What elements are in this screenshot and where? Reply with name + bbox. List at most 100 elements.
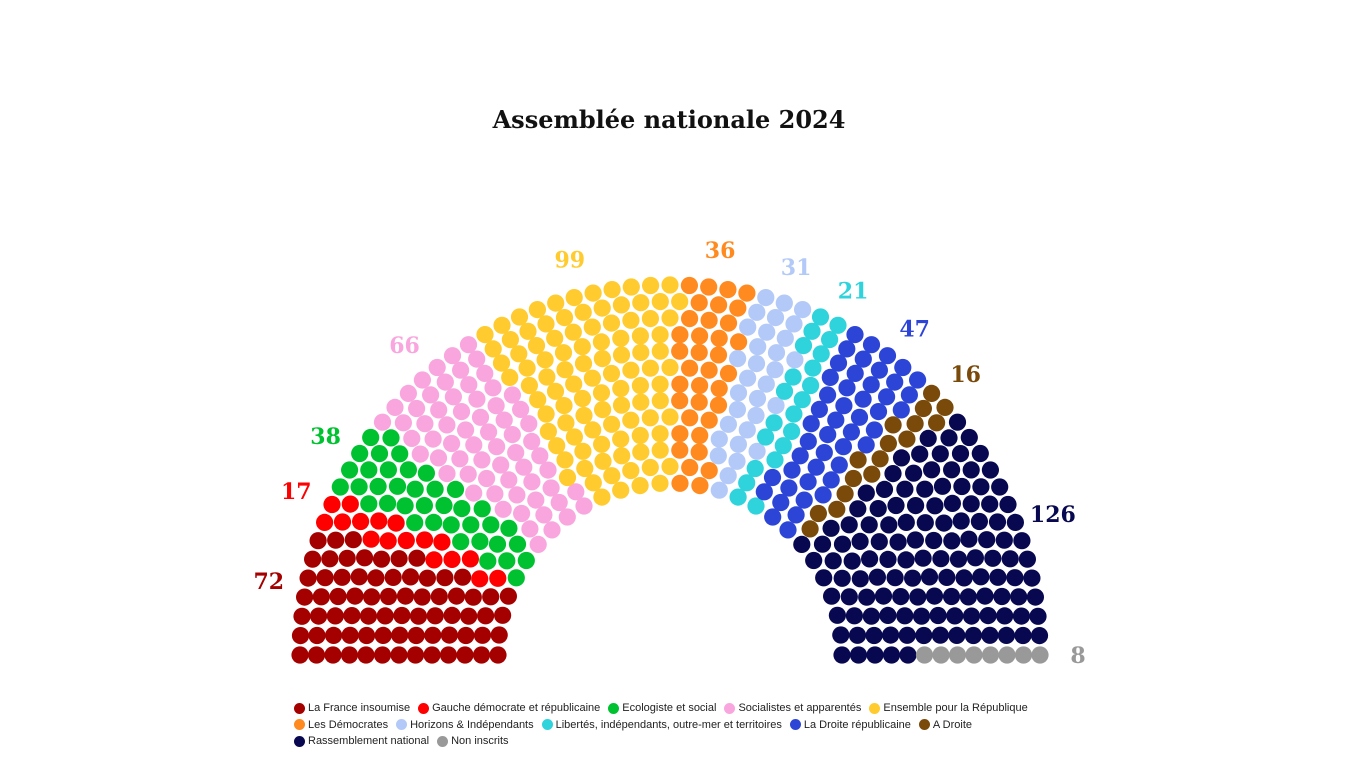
seat-la-droite-republicaine	[846, 364, 864, 382]
seat-socialistes-et-apparentes	[527, 491, 545, 509]
seat-ensemble-pour-la-republique	[622, 278, 640, 296]
seat-rassemblement-national	[882, 646, 901, 664]
seat-libertes-independants-outre-mer-et-territoires	[766, 451, 784, 469]
seat-la-france-insoumise	[456, 646, 474, 664]
seat-la-france-insoumise	[472, 646, 491, 664]
seat-ensemble-pour-la-republique	[602, 314, 621, 332]
seat-rassemblement-national	[976, 587, 994, 605]
seat-rassemblement-national	[833, 569, 851, 587]
seat-les-democrates	[700, 361, 718, 379]
seat-les-democrates	[681, 409, 699, 427]
seat-socialistes-et-apparentes	[468, 350, 486, 368]
seat-ensemble-pour-la-republique	[527, 337, 546, 355]
seat-la-france-insoumise	[407, 626, 425, 645]
seat-rassemblement-national	[849, 500, 867, 518]
seat-rassemblement-national	[962, 461, 980, 479]
seat-libertes-independants-outre-mer-et-territoires	[783, 422, 801, 440]
seat-rassemblement-national	[868, 568, 887, 586]
seat-rassemblement-national	[966, 549, 985, 567]
seat-la-france-insoumise	[447, 587, 466, 605]
seat-rassemblement-national	[870, 533, 888, 551]
legend-label: Gauche démocrate et républicaine	[432, 702, 601, 715]
seat-ensemble-pour-la-republique	[539, 422, 558, 440]
seat-rassemblement-national	[935, 514, 953, 532]
seat-socialistes-et-apparentes	[513, 504, 531, 523]
seat-ensemble-pour-la-republique	[594, 452, 612, 470]
seat-ensemble-pour-la-republique	[584, 284, 602, 302]
seat-rassemblement-national	[960, 530, 978, 548]
seat-la-france-insoumise	[326, 607, 344, 625]
seat-socialistes-et-apparentes	[457, 421, 475, 439]
seat-la-france-insoumise	[309, 532, 327, 550]
seat-les-democrates	[680, 276, 699, 295]
seat-la-france-insoumise	[443, 606, 461, 625]
seat-les-democrates	[719, 364, 738, 383]
seat-les-democrates	[690, 443, 708, 461]
seat-rassemblement-national	[833, 646, 851, 664]
seat-ensemble-pour-la-republique	[555, 309, 574, 327]
legend-swatch	[437, 735, 449, 747]
seat-ensemble-pour-la-republique	[651, 293, 669, 311]
seat-rassemblement-national	[997, 626, 1016, 645]
seat-ensemble-pour-la-republique	[622, 361, 640, 379]
seat-horizons-independants	[757, 375, 775, 393]
seat-la-france-insoumise	[372, 550, 391, 568]
seat-ensemble-pour-la-republique	[631, 377, 650, 395]
seat-ensemble-pour-la-republique	[538, 368, 556, 386]
seat-la-france-insoumise	[477, 607, 495, 625]
seat-ensemble-pour-la-republique	[661, 408, 679, 426]
seat-ensemble-pour-la-republique	[661, 457, 679, 476]
seat-libertes-independants-outre-mer-et-territoires	[829, 316, 847, 334]
seat-la-droite-republicaine	[783, 461, 801, 479]
seat-la-droite-republicaine	[780, 479, 798, 497]
seat-les-democrates	[681, 359, 699, 377]
seat-gauche-democrate-et-republicaine	[379, 532, 397, 550]
seat-rassemblement-national	[840, 588, 858, 606]
seat-socialistes-et-apparentes	[424, 430, 442, 448]
seat-socialistes-et-apparentes	[443, 347, 462, 365]
seat-les-democrates	[719, 281, 737, 299]
seat-rassemblement-national	[815, 569, 833, 587]
seat-rassemblement-national	[884, 465, 902, 483]
seat-la-droite-republicaine	[869, 403, 888, 421]
seat-la-france-insoumise	[436, 569, 454, 587]
legend-item: Gauche démocrate et républicaine	[418, 702, 600, 714]
seat-ensemble-pour-la-republique	[573, 338, 591, 356]
seat-socialistes-et-apparentes	[523, 473, 541, 491]
seat-les-democrates	[671, 441, 689, 459]
seat-rassemblement-national	[925, 531, 943, 550]
seat-ensemble-pour-la-republique	[520, 376, 539, 395]
seat-rassemblement-national	[916, 514, 934, 532]
seat-ensemble-pour-la-republique	[632, 393, 650, 411]
seat-la-droite-republicaine	[821, 368, 839, 386]
seat-la-droite-republicaine	[862, 336, 881, 354]
seat-ecologiste-et-social	[462, 516, 480, 534]
seat-rassemblement-national	[793, 535, 811, 554]
seat-count-ecologiste-et-social: 38	[310, 424, 341, 450]
seat-ensemble-pour-la-republique	[632, 294, 650, 312]
seat-ecologiste-et-social	[360, 495, 378, 513]
seat-la-droite-republicaine	[814, 486, 832, 504]
seat-rassemblement-national	[1001, 550, 1019, 568]
seat-socialistes-et-apparentes	[550, 493, 568, 512]
seat-ecologiste-et-social	[508, 535, 527, 553]
seat-ensemble-pour-la-republique	[651, 441, 669, 459]
seat-ensemble-pour-la-republique	[671, 293, 689, 311]
seat-socialistes-et-apparentes	[575, 497, 593, 515]
seat-a-droite	[936, 398, 954, 416]
seat-les-democrates	[691, 426, 709, 445]
seat-rassemblement-national	[805, 551, 823, 570]
seat-gauche-democrate-et-republicaine	[387, 514, 405, 532]
seat-la-france-insoumise	[457, 626, 475, 645]
seat-la-france-insoumise	[340, 646, 359, 664]
seat-les-democrates	[700, 278, 718, 296]
seat-rassemblement-national	[896, 607, 914, 625]
legend-item: Ensemble pour la République	[869, 702, 1028, 714]
seat-socialistes-et-apparentes	[503, 426, 521, 444]
seat-la-droite-republicaine	[857, 436, 875, 454]
seat-a-droite	[898, 430, 916, 448]
seat-la-droite-republicaine	[799, 473, 817, 491]
seat-la-france-insoumise	[344, 531, 362, 549]
seat-rassemblement-national	[906, 531, 925, 549]
seat-ensemble-pour-la-republique	[641, 359, 660, 377]
